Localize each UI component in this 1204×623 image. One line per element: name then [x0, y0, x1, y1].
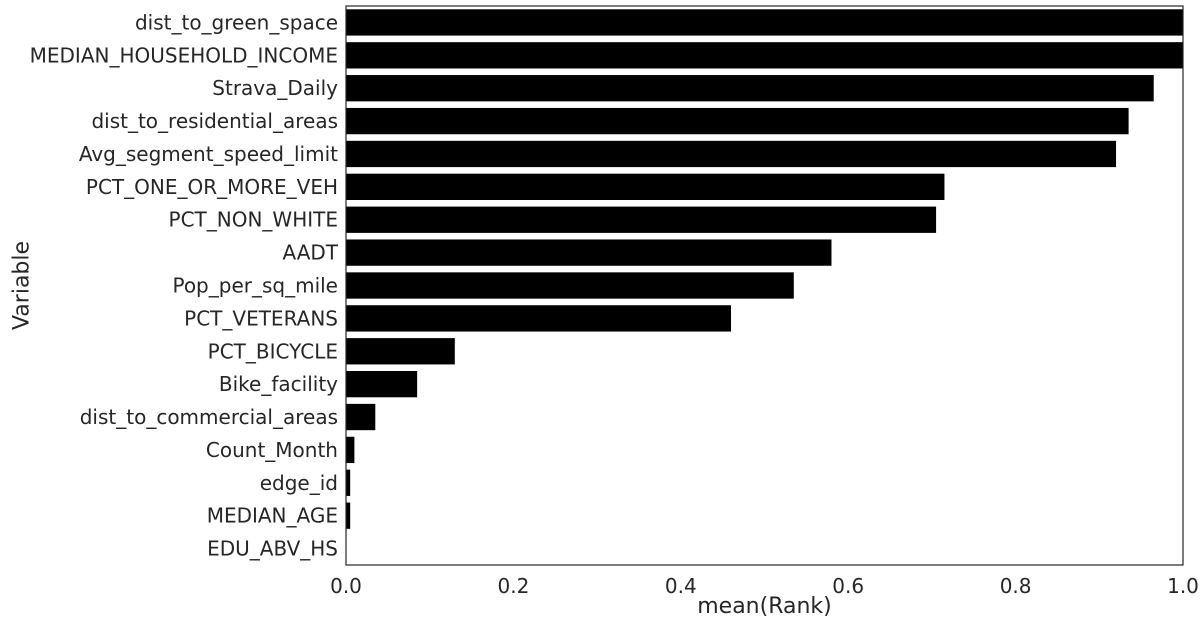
x-tick-labels: 0.0 0.2 0.4 0.6 0.8 1.0	[330, 574, 1199, 598]
category-label-PCT_ONE_OR_MORE_VEH: PCT_ONE_OR_MORE_VEH	[86, 175, 338, 199]
category-label-Strava_Daily: Strava_Daily	[212, 76, 338, 100]
bar-Count_Month	[346, 436, 355, 464]
bar-Pop_per_sq_mile	[346, 272, 794, 299]
bar-dist_to_commercial_areas	[346, 403, 376, 431]
bar-dist_to_residential_areas	[346, 107, 1129, 135]
category-label-edge_id: edge_id	[260, 471, 338, 495]
category-label-Bike_facility: Bike_facility	[219, 372, 338, 396]
bar-PCT_VETERANS	[346, 305, 732, 332]
bar-PCT_BICYCLE	[346, 338, 455, 365]
plot-frame	[345, 5, 1184, 566]
category-label-Count_Month: Count_Month	[206, 438, 338, 462]
bars-group	[346, 9, 1183, 529]
bar-AADT	[346, 239, 832, 266]
bar-Avg_segment_speed_limit	[346, 140, 1117, 168]
category-label-EDU_ABV_HS: EDU_ABV_HS	[207, 537, 338, 561]
x-tick-label: 0.0	[330, 574, 362, 598]
x-tick-label: 0.4	[665, 574, 697, 598]
category-label-MEDIAN_AGE: MEDIAN_AGE	[207, 504, 338, 528]
category-label-AADT: AADT	[282, 241, 338, 265]
bar-edge_id	[346, 469, 351, 496]
y-axis-label: Variable	[10, 241, 35, 330]
x-tick-label: 1.0	[1167, 574, 1199, 598]
bar-Strava_Daily	[346, 75, 1154, 102]
category-label-PCT_VETERANS: PCT_VETERANS	[184, 306, 338, 330]
x-tick-label: 0.2	[497, 574, 529, 598]
bar-dist_to_green_space	[346, 9, 1183, 36]
bar-PCT_ONE_OR_MORE_VEH	[346, 173, 945, 201]
category-label-PCT_NON_WHITE: PCT_NON_WHITE	[169, 208, 338, 232]
category-label-dist_to_residential_areas: dist_to_residential_areas	[91, 109, 338, 133]
x-axis-label: mean(Rank)	[697, 594, 832, 619]
category-label-Avg_segment_speed_limit: Avg_segment_speed_limit	[79, 142, 338, 166]
category-label-dist_to_green_space: dist_to_green_space	[135, 10, 338, 34]
bar-PCT_NON_WHITE	[346, 206, 937, 233]
bar-MEDIAN_AGE	[346, 502, 351, 529]
category-label-PCT_BICYCLE: PCT_BICYCLE	[208, 339, 338, 363]
category-labels: dist_to_green_space MEDIAN_HOUSEHOLD_INCO…	[30, 10, 339, 560]
category-label-dist_to_commercial_areas: dist_to_commercial_areas	[80, 405, 338, 429]
bar-MEDIAN_HOUSEHOLD_INCOME	[346, 42, 1183, 69]
category-label-Pop_per_sq_mile: Pop_per_sq_mile	[172, 274, 338, 298]
bar-Bike_facility	[346, 370, 418, 398]
x-tick-label: 0.8	[1000, 574, 1032, 598]
category-label-MEDIAN_HOUSEHOLD_INCOME: MEDIAN_HOUSEHOLD_INCOME	[30, 43, 338, 67]
x-tick-label: 0.6	[832, 574, 864, 598]
